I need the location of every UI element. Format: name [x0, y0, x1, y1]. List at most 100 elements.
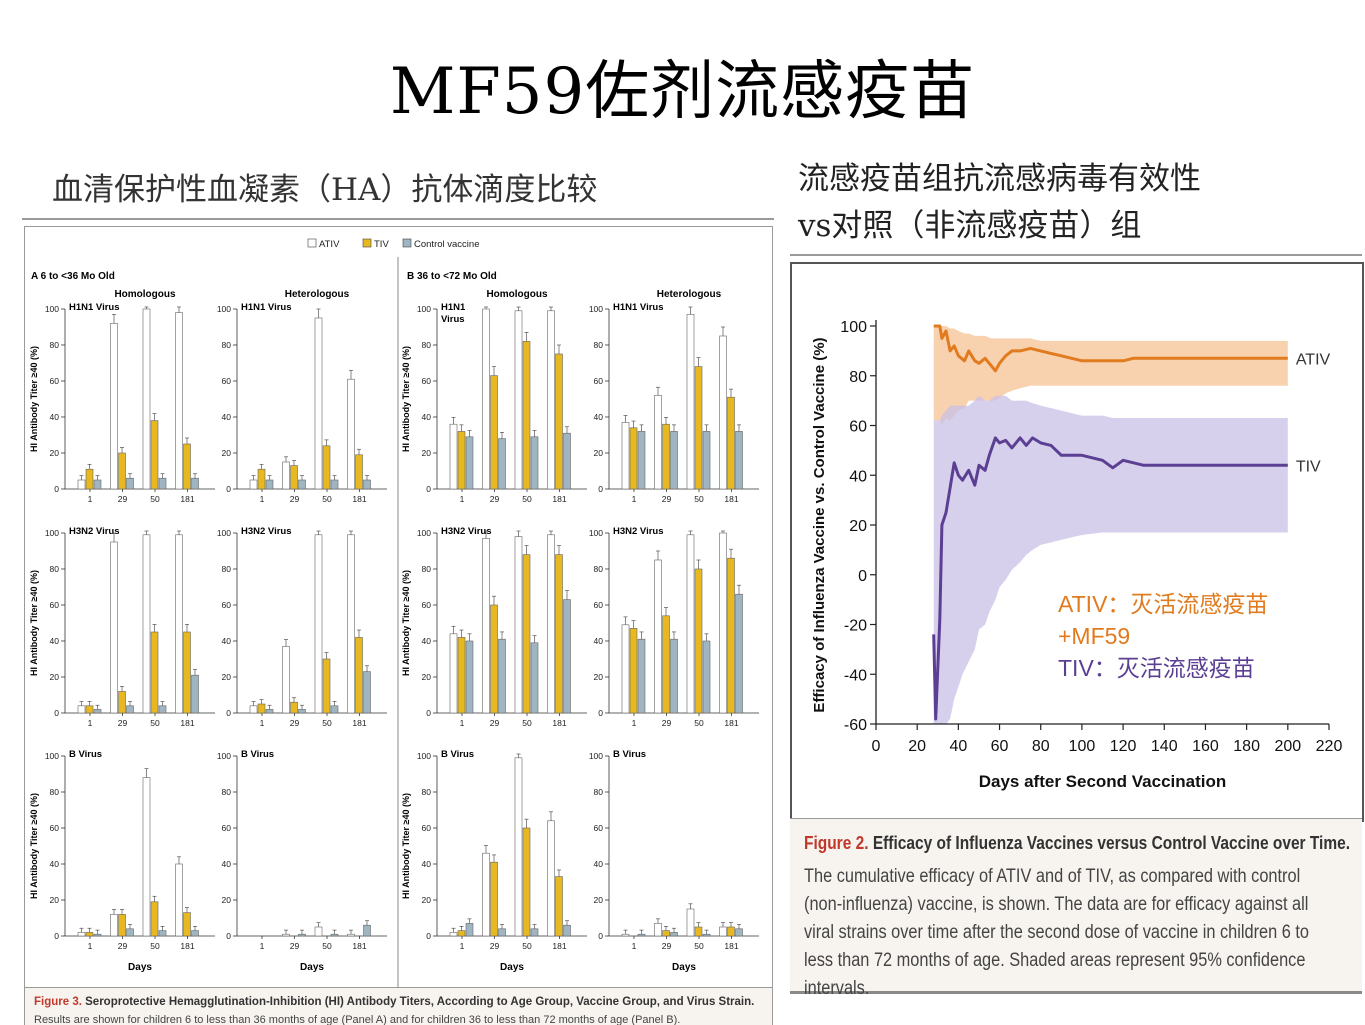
y-tick-label: 40 [594, 636, 604, 646]
bar-tiv [257, 703, 266, 714]
x-tick-label: 181 [552, 718, 566, 728]
y-tick-label: 60 [222, 376, 232, 386]
bar-ativ [282, 461, 290, 490]
bar-tiv [662, 930, 670, 937]
bar-tiv [85, 932, 94, 937]
x-tick-label: 50 [694, 494, 704, 504]
y-tick-label: 0 [226, 484, 231, 494]
bar-ativ [719, 335, 727, 490]
x-tick-label: 1 [88, 494, 93, 504]
y-tick-label: 60 [222, 600, 232, 610]
x-tick-label: 29 [290, 494, 300, 504]
bar-tiv [555, 554, 563, 714]
bar-ativ [621, 422, 630, 490]
x-tick-label: 181 [180, 941, 194, 951]
y-tick-label: 100 [589, 304, 603, 314]
y-tick-label: 20 [222, 895, 232, 905]
x-tick-label: 29 [290, 941, 300, 951]
virus-label: H1N1 Virus [241, 302, 292, 313]
bar-tiv [150, 901, 159, 937]
virus-label: H1N1 Virus [69, 302, 120, 313]
y-tick-label: 60 [422, 376, 432, 386]
x-tick-label: 181 [724, 494, 738, 504]
bar-control-vaccine [93, 933, 102, 937]
panelA-label: A 6 to <36 Mo Old [31, 271, 115, 282]
note-ativ-1: ATIV：灭活流感疫苗 [1058, 591, 1268, 617]
bar-control-vaccine [498, 638, 506, 714]
figure2-caption-title: Figure 2. Efficacy of Influenza Vaccines… [804, 833, 1350, 854]
divider-left [22, 218, 774, 220]
bar-ativ [110, 541, 118, 714]
bar-ativ [77, 932, 86, 937]
y-tick-label: -60 [844, 717, 867, 734]
bar-tiv [322, 658, 331, 714]
x-axis-label: Days [500, 962, 524, 973]
y-tick-label: 80 [50, 787, 60, 797]
y-tick-label: 100 [589, 751, 603, 761]
bar-ativ [142, 534, 151, 714]
x-tick-label: 1 [88, 718, 93, 728]
ci-band-tiv [933, 395, 1288, 724]
x-tick-label: 29 [118, 718, 128, 728]
y-tick-label: 20 [422, 448, 432, 458]
x-tick-label: 181 [724, 718, 738, 728]
x-tick-label: 80 [1032, 738, 1050, 755]
y-tick-label: 0 [54, 931, 59, 941]
x-tick-label: 29 [118, 941, 128, 951]
y-tick-label: 0 [426, 931, 431, 941]
note-tiv: TIV：灭活流感疫苗 [1058, 655, 1255, 681]
virus-label: H3N2 Virus [69, 526, 120, 537]
y-tick-label: 0 [426, 708, 431, 718]
y-axis-label: HI Antibody Titer ≥40 (%) [401, 570, 411, 676]
x-tick-label: 1 [260, 718, 265, 728]
bar-control-vaccine [265, 709, 274, 714]
x-tick-label: 1 [460, 494, 465, 504]
bar-tiv [522, 554, 531, 714]
bar-tiv [257, 468, 266, 490]
x-axis-label: Days after Second Vaccination [979, 772, 1227, 791]
x-tick-label: 50 [694, 941, 704, 951]
bar-control-vaccine [670, 932, 678, 937]
legend-swatch-2 [402, 238, 412, 248]
y-tick-label: 40 [50, 859, 60, 869]
bar-ativ [110, 914, 118, 937]
bar-ativ [249, 705, 258, 714]
bar-ativ [449, 633, 458, 714]
y-tick-label: 40 [594, 412, 604, 422]
x-axis-label: Days [300, 962, 324, 973]
legend-swatch-0 [307, 238, 317, 248]
y-tick-label: 100 [217, 304, 231, 314]
y-tick-label: 20 [50, 672, 60, 682]
bar-tiv [522, 827, 531, 937]
y-tick-label: 40 [222, 636, 232, 646]
y-tick-label: 20 [594, 895, 604, 905]
bar-ativ [686, 314, 695, 490]
y-tick-label: 0 [858, 568, 867, 585]
y-tick-label: 100 [417, 304, 431, 314]
bar-ativ [514, 536, 523, 714]
bar-ativ [514, 757, 523, 937]
bar-control-vaccine [298, 709, 306, 714]
y-tick-label: 40 [50, 412, 60, 422]
bar-control-vaccine [298, 479, 306, 490]
bar-ativ [314, 317, 323, 490]
y-tick-label: 40 [50, 636, 60, 646]
bar-control-vaccine [498, 928, 506, 937]
bar-tiv [183, 631, 191, 714]
y-tick-label: 100 [45, 528, 59, 538]
bar-tiv [490, 375, 498, 490]
x-tick-label: 1 [260, 941, 265, 951]
bar-ativ [547, 534, 555, 714]
bar-tiv [629, 427, 638, 490]
bar-ativ [142, 777, 151, 937]
series-label-tiv: TIV [1296, 458, 1321, 475]
y-tick-label: 100 [45, 304, 59, 314]
y-tick-label: 60 [849, 419, 867, 436]
bar-control-vaccine [191, 477, 199, 490]
bar-tiv [555, 876, 563, 937]
y-tick-label: 80 [594, 340, 604, 350]
bar-ativ [654, 559, 662, 714]
y-tick-label: 0 [426, 484, 431, 494]
bar-control-vaccine [465, 436, 474, 490]
bar-tiv [355, 637, 363, 714]
